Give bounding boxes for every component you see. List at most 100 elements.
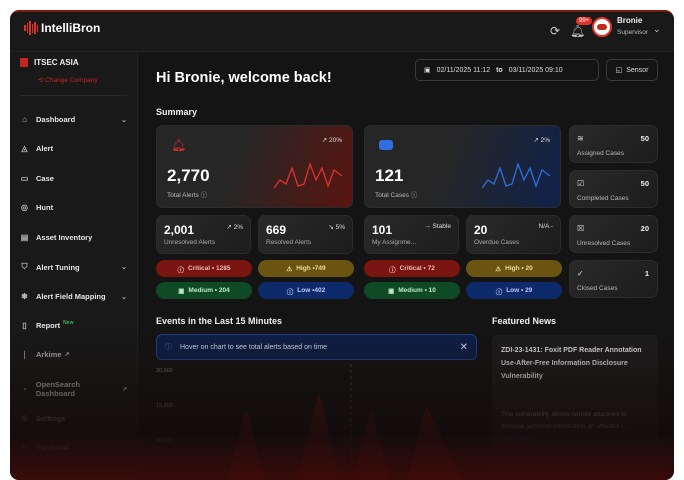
severity-pill-low[interactable]: ⓘ Low • 29: [466, 282, 562, 299]
chevron-down-icon[interactable]: ⌄: [121, 264, 127, 271]
stat-trend: N/A -: [538, 223, 553, 230]
sidebar-item-label: Playbook: [36, 443, 70, 452]
playbook-icon: ϟ: [22, 443, 27, 452]
stat-label: Overdue Cases: [474, 239, 520, 246]
case-stat-icon: ☑: [577, 179, 585, 188]
app-name: IntelliBron: [41, 21, 101, 35]
app-window: IntelliBron ⟳ 🔔︎ 99+ Bronie Supervisor ⌄…: [10, 10, 674, 480]
case-stat-value: 1: [644, 269, 649, 278]
sidebar-item-playbook[interactable]: ϟ Playbook: [20, 443, 127, 452]
sidebar-item-report[interactable]: ▯ Report New: [20, 320, 127, 331]
briefcase-icon: ▭: [20, 174, 29, 183]
page-title: Hi Bronie, welcome back!: [156, 70, 332, 86]
sidebar-item-dashboard[interactable]: ⌂ Dashboard ⌄: [20, 115, 127, 124]
sidebar-item-alert-field-mapping[interactable]: ✱ Alert Field Mapping ⌄: [20, 292, 127, 301]
case-stat-card[interactable]: ☑ 50 Completed Cases: [569, 170, 658, 208]
clipboard-icon: ▤: [20, 233, 29, 242]
pill-label: Critical • 72: [399, 265, 435, 272]
change-company-label: Change Company: [45, 77, 98, 84]
severity-pill-high[interactable]: ⚠ High •749: [258, 260, 354, 277]
y-tick: 10,000: [156, 438, 173, 444]
sidebar-item-label: Alert: [36, 144, 54, 153]
calendar-icon: ▣: [424, 67, 431, 74]
severity-pill-low[interactable]: ⓘ Low •402: [258, 282, 354, 299]
total-alerts-label: Total Alerts ⓘ: [167, 192, 208, 199]
chevron-down-icon[interactable]: ⌄: [121, 116, 127, 124]
total-alerts-value: 2,770: [167, 166, 210, 185]
severity-icon: ⓘ: [389, 266, 396, 274]
chevron-down-icon[interactable]: ⌄: [653, 24, 661, 34]
opensearch-icon: ◔: [21, 384, 27, 394]
stat-label: Resolved Alerts: [266, 239, 312, 246]
stat-label: My Assignme...: [372, 239, 417, 246]
change-company-link[interactable]: ⟲ Change Company: [38, 77, 98, 84]
stat-card[interactable]: 101 → Stable My Assignme...: [364, 215, 459, 254]
case-stat-label: Assigned Cases: [577, 150, 624, 157]
pill-label: Medium • 10: [398, 287, 436, 294]
severity-icon: ⓘ: [177, 266, 185, 274]
severity-icon: ⓘ: [286, 288, 294, 296]
stat-card[interactable]: 669 ↘ 5% Resolved Alerts: [258, 215, 353, 254]
shield-icon: ⛉: [21, 262, 28, 271]
sidebar-item-alert-tuning[interactable]: ⛉ Alert Tuning ⌄: [20, 262, 128, 272]
stat-card[interactable]: 20 N/A - Overdue Cases: [466, 215, 561, 254]
trend: ↗ 2%: [533, 137, 550, 144]
pill-label: Low • 29: [506, 287, 533, 294]
case-stat-card[interactable]: ≋ 50 Assigned Cases: [569, 125, 658, 163]
stat-value: 2,001: [164, 223, 195, 237]
pill-label: Critical • 1285: [188, 265, 231, 272]
sidebar-item-alert[interactable]: ◬ Alert: [20, 144, 127, 153]
pill-label: Low •402: [297, 287, 326, 294]
case-stat-card[interactable]: ☒ 20 Unresolved Cases: [569, 215, 658, 253]
sidebar-item-arkime[interactable]: ❘ Arkime ↗: [20, 350, 127, 359]
severity-pill-med[interactable]: ▣ Medium • 10: [364, 282, 460, 299]
home-icon: ⌂: [22, 115, 27, 124]
refresh-icon[interactable]: ⟳: [550, 24, 561, 38]
date-range-picker[interactable]: ▣ 02/11/2025 11:12 to 03/11/2025 09:10: [415, 59, 599, 81]
events-chart[interactable]: [176, 364, 476, 480]
sidebar-item-asset-inventory[interactable]: ▤ Asset Inventory: [20, 233, 127, 242]
total-alerts-card[interactable]: 🔔︎ ↗ 20% 2,770 Total Alerts ⓘ: [156, 125, 353, 208]
stat-trend: → Stable: [424, 223, 451, 230]
news-description: This vulnerability allows remote attacke…: [501, 411, 629, 430]
stat-value: 101: [372, 223, 393, 237]
news-card[interactable]: ZDI-23-1431: Foxit PDF Reader Annotation…: [492, 335, 658, 475]
total-cases-label: Total Cases ⓘ: [375, 192, 418, 199]
gear-icon: ⚙: [20, 414, 29, 423]
sidebar-item-opensearch-dashboard[interactable]: ◔ OpenSearch Dashboard ↗: [20, 380, 127, 398]
total-cases-value: 121: [375, 166, 404, 185]
top-bar: IntelliBron ⟳ 🔔︎ 99+ Bronie Supervisor ⌄: [10, 12, 674, 52]
severity-pill-high[interactable]: ⚠ High • 20: [466, 260, 562, 277]
case-stat-icon: ≋: [577, 134, 584, 143]
severity-pill-med[interactable]: ▣ Medium • 204: [156, 282, 252, 299]
notification-badge: 99+: [576, 17, 593, 25]
sensor-button[interactable]: ◱ Sensor: [606, 59, 658, 81]
case-stat-card[interactable]: ✓ 1 Closed Cases: [569, 260, 658, 298]
info-banner: ⓘ Hover on chart to see total alerts base…: [156, 334, 477, 360]
sidebar-item-settings[interactable]: ⚙ Settings: [20, 414, 127, 423]
sidebar-item-case[interactable]: ▭ Case: [20, 174, 127, 183]
close-icon[interactable]: ✕: [459, 341, 468, 353]
view-more-link[interactable]: View more: [501, 436, 530, 442]
sensor-label: Sensor: [626, 66, 649, 74]
sidebar-item-label: Arkime: [36, 350, 62, 359]
summary-title: Summary: [156, 107, 198, 117]
date-to-label: to: [496, 66, 503, 74]
chevron-down-icon[interactable]: ⌄: [121, 293, 127, 301]
avatar[interactable]: [592, 17, 612, 37]
external-link-icon: ↗: [64, 352, 70, 358]
bell-icon[interactable]: 🔔︎: [570, 24, 586, 38]
sidebar-item-hunt[interactable]: ◎ Hunt: [20, 203, 127, 212]
severity-pill-crit[interactable]: ⓘ Critical • 72: [364, 260, 460, 277]
severity-icon: ▣: [178, 287, 185, 295]
total-cases-card[interactable]: ↗ 2% 121 Total Cases ⓘ: [364, 125, 561, 208]
case-stat-value: 50: [640, 134, 649, 143]
bug-icon: ✱: [21, 292, 28, 301]
briefcase-icon: [379, 140, 393, 150]
stat-card[interactable]: 2,001 ↗ 2% Unresolved Alerts: [156, 215, 251, 254]
logo[interactable]: IntelliBron: [24, 21, 100, 35]
bell-icon: ◬: [21, 144, 28, 153]
trend: ↗ 20%: [321, 137, 342, 144]
stat-label: Unresolved Alerts: [164, 239, 215, 246]
severity-pill-crit[interactable]: ⓘ Critical • 1285: [156, 260, 252, 277]
